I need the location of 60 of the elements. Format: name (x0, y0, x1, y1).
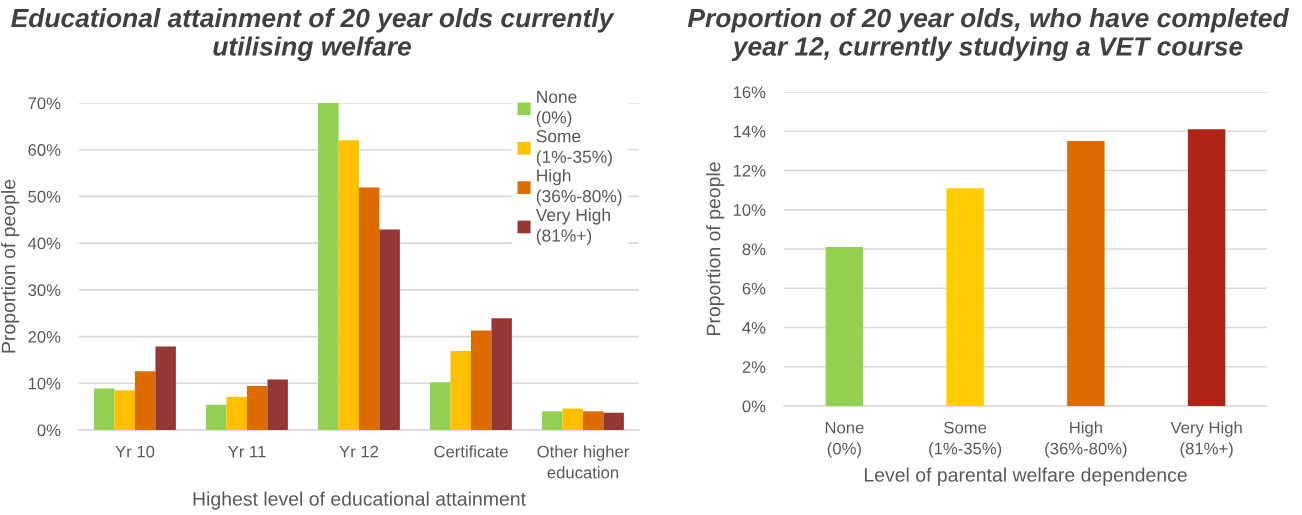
bar (946, 188, 984, 406)
bar (94, 388, 115, 430)
y-tick-label: 40% (27, 237, 61, 250)
y-axis-title: Proportion of people (706, 162, 725, 335)
x-tick-label: Yr 10 (115, 445, 155, 458)
y-tick-label: 4% (742, 321, 766, 334)
x-tick-label: Other higher education (537, 445, 630, 479)
bar (583, 411, 604, 430)
bar (471, 330, 492, 430)
x-tick-label: Some (1%-35%) (929, 421, 1002, 458)
bar (1187, 129, 1226, 406)
bar (247, 386, 268, 430)
bar (114, 390, 135, 430)
y-tick-label: 20% (28, 330, 61, 343)
legend-label: Some (1%-35%) (536, 130, 612, 167)
x-axis-title: Highest level of educational attainment (193, 491, 526, 510)
x-tick-label: Very High (81%+) (1170, 421, 1242, 458)
bar (226, 396, 247, 430)
y-tick-label: 6% (742, 282, 766, 295)
bar (430, 382, 451, 430)
bar (542, 411, 563, 430)
y-tick-label: 30% (28, 284, 61, 297)
bar (338, 140, 359, 430)
y-tick-label: 2% (742, 361, 766, 373)
bar (135, 371, 156, 430)
bar (562, 408, 583, 430)
y-tick-label: 0% (37, 424, 61, 437)
y-tick-label: 0% (742, 400, 766, 413)
y-axis-title: Proportion of people (1, 179, 20, 353)
bar (1067, 141, 1105, 406)
bar (206, 404, 227, 430)
y-tick-label: 50% (28, 190, 61, 203)
bar (450, 351, 471, 430)
x-tick-label: Yr 11 (228, 445, 266, 458)
y-tick-label: 8% (742, 243, 766, 256)
bar (491, 318, 512, 430)
bar (359, 187, 380, 430)
y-tick-label: 10% (733, 204, 766, 216)
y-tick-label: 10% (28, 377, 61, 390)
x-tick-label: None (0%) (825, 421, 864, 458)
bar (155, 346, 176, 430)
legend-label: Very High (81%+) (535, 208, 610, 246)
y-tick-label: 12% (733, 164, 766, 177)
y-tick-label: 70% (28, 97, 61, 110)
y-tick-label: 14% (733, 125, 766, 138)
bar (318, 103, 339, 430)
x-tick-label: High (36%-80%) (1045, 421, 1127, 458)
bar (825, 247, 864, 406)
chart-title: Educational attainment of 20 year olds currently utilising welfare (11, 8, 615, 62)
bar (267, 379, 288, 430)
y-tick-label: 16% (733, 86, 766, 99)
x-tick-label: Certificate (434, 445, 508, 458)
legend-label: None (0%) (536, 90, 577, 127)
bar (379, 229, 400, 430)
chart-title: Proportion of 20 year olds, who have completed year 12, currently studying a VET course (687, 8, 1290, 62)
x-tick-label: Yr 12 (339, 445, 379, 458)
y-tick-label: 60% (28, 144, 61, 156)
legend-label: High (36%-80%) (536, 168, 622, 206)
x-axis-title: Level of parental welfare dependence (864, 467, 1187, 486)
bar (603, 412, 624, 430)
